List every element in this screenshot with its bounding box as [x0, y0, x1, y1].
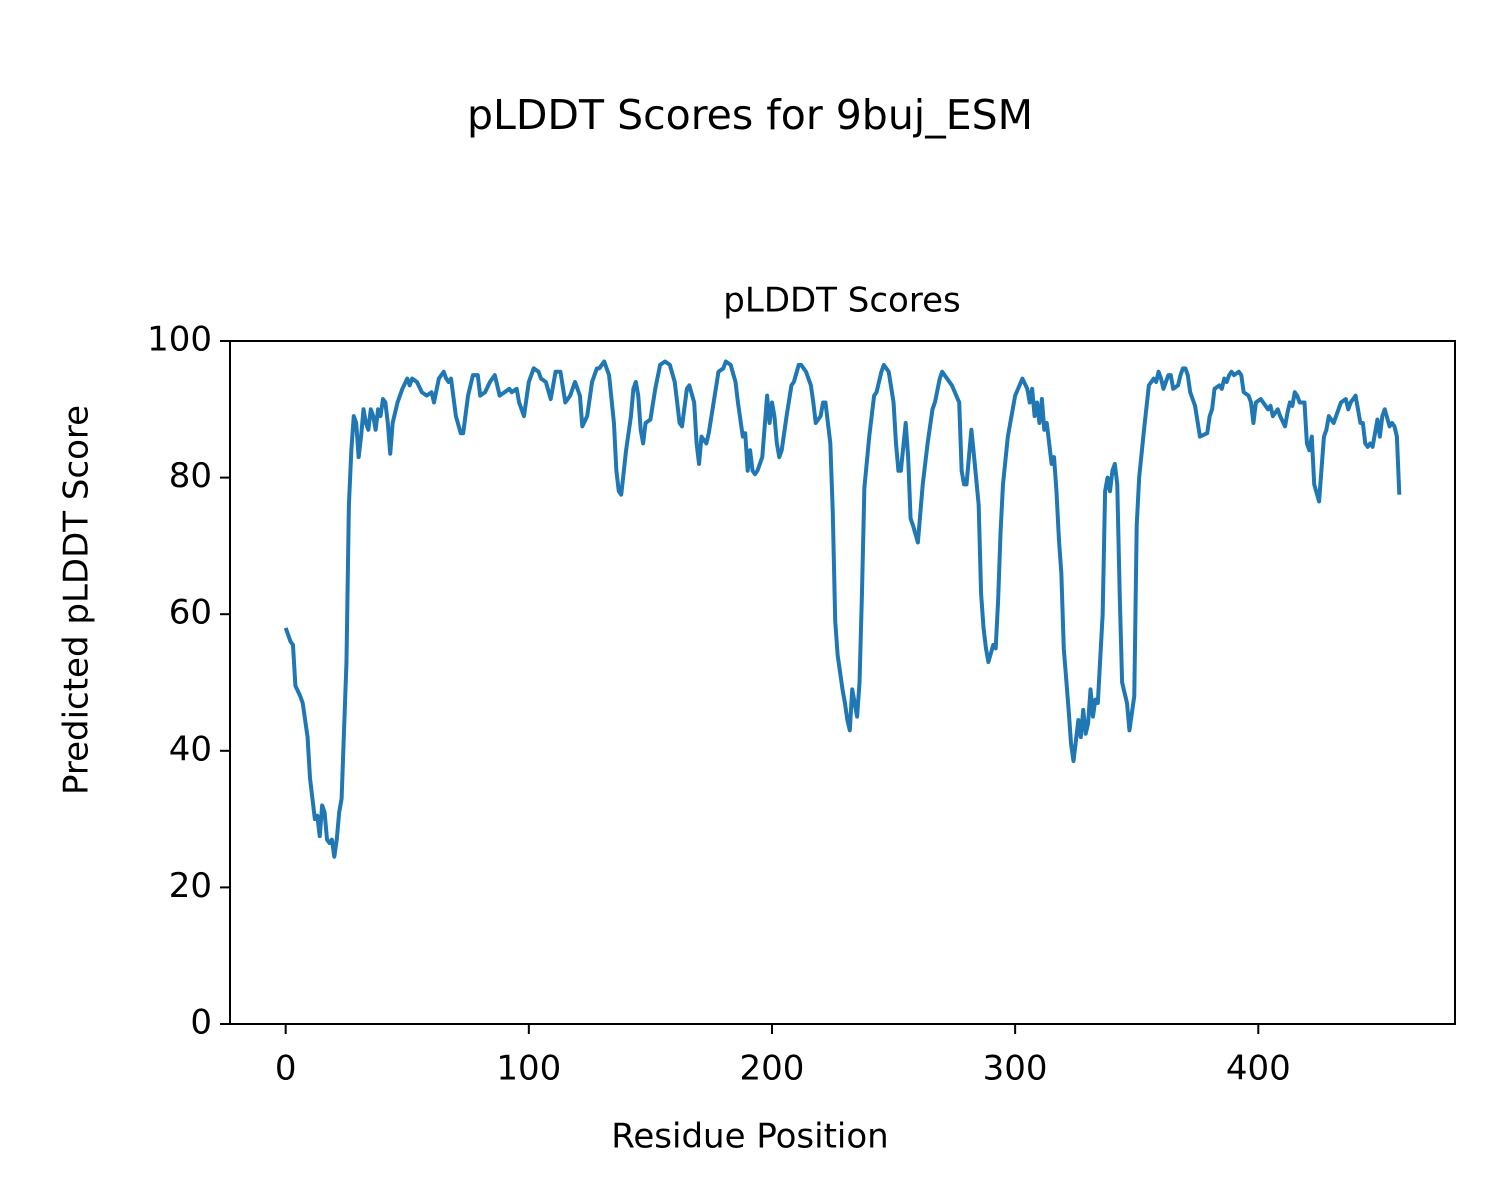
y-tick-label: 0	[190, 1003, 212, 1043]
x-tick-label: 200	[740, 1049, 805, 1089]
y-tick-label: 100	[147, 320, 212, 360]
x-tick-label: 0	[275, 1049, 297, 1089]
y-tick-label: 80	[169, 456, 212, 496]
x-tick-label: 100	[496, 1049, 561, 1089]
x-tick-label: 400	[1226, 1049, 1291, 1089]
chart-subtitle: pLDDT Scores	[723, 281, 960, 321]
x-tick-label: 300	[983, 1049, 1048, 1089]
y-axis-label: Predicted pLDDT Score	[57, 405, 97, 795]
x-axis-label: Residue Position	[611, 1117, 888, 1157]
data-line	[283, 359, 1402, 859]
y-tick-label: 60	[169, 593, 212, 633]
plot-frame	[229, 340, 1456, 1025]
y-tick-label: 40	[169, 729, 212, 769]
y-tick-label: 20	[169, 866, 212, 906]
chart-title: pLDDT Scores for 9buj_ESM	[467, 91, 1033, 139]
